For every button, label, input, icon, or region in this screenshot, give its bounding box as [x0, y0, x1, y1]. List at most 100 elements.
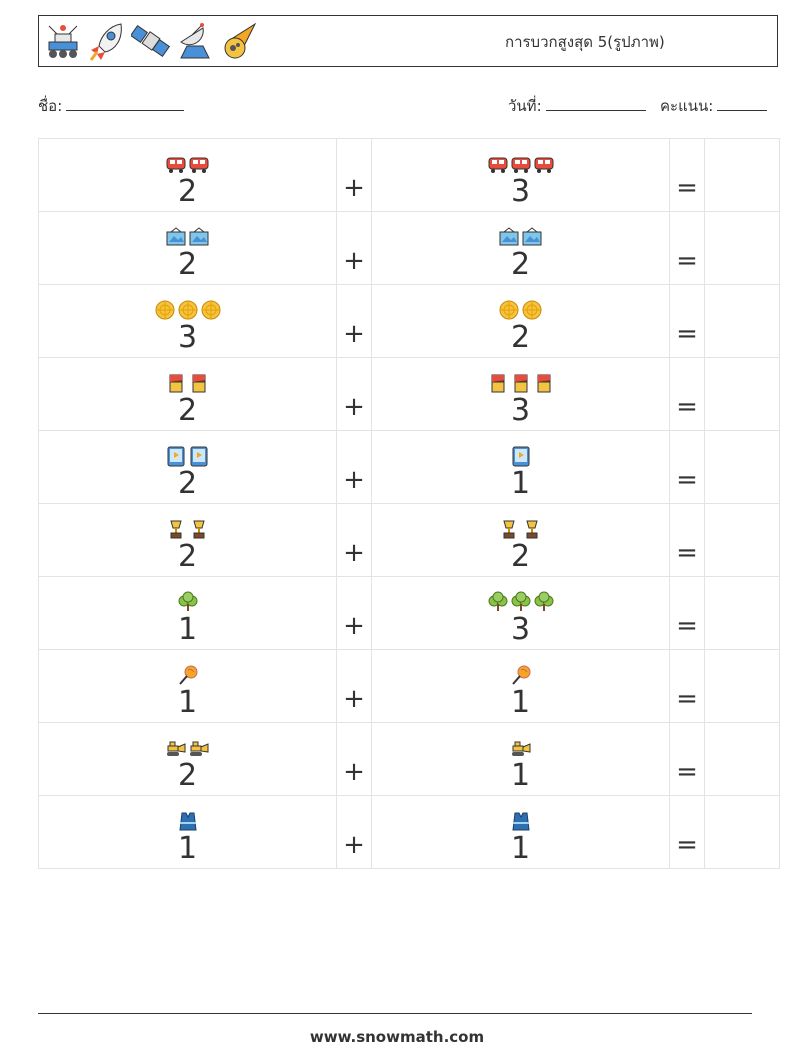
satellite-dish-icon [180, 23, 210, 59]
first-addend: 2 [177, 466, 198, 501]
first-addend-cell: 2 [38, 722, 337, 796]
second-addend-cell: 2 [371, 211, 670, 285]
name-label: ชื่อ: [38, 97, 63, 115]
first-addend: 2 [177, 758, 198, 793]
second-addend-pictures [372, 299, 669, 321]
robot-rover-icon [48, 25, 78, 58]
second-addend: 3 [510, 612, 531, 647]
tablet-icon [190, 446, 208, 467]
tree-icon [178, 591, 197, 611]
first-addend: 3 [177, 320, 198, 355]
answer-cell[interactable] [704, 211, 780, 285]
score-blank[interactable] [717, 96, 768, 111]
chocolate-icon [192, 374, 206, 393]
first-addend: 1 [177, 831, 198, 866]
equals-sign: = [669, 430, 705, 504]
plus-sign: + [336, 284, 372, 358]
first-addend: 1 [177, 685, 198, 720]
trophy-icon [193, 520, 205, 539]
painting-icon [499, 227, 519, 246]
answer-cell[interactable] [704, 722, 780, 796]
tablet-icon [167, 446, 185, 467]
second-addend: 1 [510, 685, 531, 720]
first-addend: 2 [177, 174, 198, 209]
answer-cell[interactable] [704, 649, 780, 723]
tree-icon [511, 591, 530, 611]
worksheet-title: การบวกสูงสุด 5(รูปภาพ) [505, 33, 665, 51]
date-label: วันที่: [508, 97, 542, 115]
plus-sign: + [336, 722, 372, 796]
answer-cell[interactable] [704, 284, 780, 358]
tree-icon [488, 591, 507, 611]
second-addend: 1 [510, 831, 531, 866]
answer-cell[interactable] [704, 138, 780, 212]
equals-sign: = [669, 284, 705, 358]
plus-sign: + [336, 649, 372, 723]
plus-sign: + [336, 357, 372, 431]
second-addend-cell: 2 [371, 503, 670, 577]
second-addend: 2 [510, 539, 531, 574]
first-addend-cell: 3 [38, 284, 337, 358]
tram-icon [511, 157, 530, 173]
orange-icon [522, 300, 542, 320]
answer-cell[interactable] [704, 795, 780, 869]
first-addend-cell: 2 [38, 357, 337, 431]
second-addend-pictures [372, 153, 669, 175]
first-addend-pictures [39, 664, 336, 686]
tram-icon [534, 157, 553, 173]
problem-row: 2 +3 = [38, 138, 780, 212]
score-label: คะแนน: [660, 97, 714, 115]
first-addend: 2 [177, 247, 198, 282]
second-addend-cell: 1 [371, 795, 670, 869]
painting-icon [522, 227, 542, 246]
trophy-icon [526, 520, 538, 539]
vest-icon [178, 812, 197, 831]
equals-sign: = [669, 722, 705, 796]
second-addend: 2 [510, 320, 531, 355]
second-addend-pictures [372, 737, 669, 759]
first-addend: 2 [177, 539, 198, 574]
equals-sign: = [669, 211, 705, 285]
tree-icon [534, 591, 553, 611]
first-addend-cell: 1 [38, 576, 337, 650]
footer-divider [38, 1013, 752, 1014]
problem-row: 1 +1 = [38, 649, 780, 723]
second-addend-cell: 3 [371, 138, 670, 212]
answer-cell[interactable] [704, 357, 780, 431]
answer-cell[interactable] [704, 576, 780, 650]
first-addend-pictures [39, 518, 336, 540]
first-addend: 1 [177, 612, 198, 647]
second-addend: 3 [510, 393, 531, 428]
painting-icon [189, 227, 209, 246]
plus-sign: + [336, 211, 372, 285]
problem-row: 2 +2 = [38, 503, 780, 577]
second-addend-cell: 3 [371, 357, 670, 431]
answer-cell[interactable] [704, 430, 780, 504]
second-addend-pictures [372, 226, 669, 248]
plus-sign: + [336, 138, 372, 212]
score-field: คะแนน: [660, 94, 768, 118]
date-blank[interactable] [545, 96, 646, 111]
chocolate-icon [514, 374, 527, 393]
chocolate-icon [537, 374, 550, 393]
first-addend: 2 [177, 393, 198, 428]
comet-icon [224, 22, 257, 59]
footer-url: www.snowmath.com [309, 1028, 485, 1046]
plus-sign: + [336, 576, 372, 650]
second-addend: 3 [510, 174, 531, 209]
tablet-icon [512, 446, 529, 467]
equals-sign: = [669, 138, 705, 212]
first-addend-pictures [39, 226, 336, 248]
first-addend-cell: 2 [38, 138, 337, 212]
second-addend-cell: 3 [371, 576, 670, 650]
tram-icon [166, 157, 186, 173]
chocolate-icon [169, 374, 183, 393]
answer-cell[interactable] [704, 503, 780, 577]
name-blank[interactable] [66, 96, 185, 111]
first-addend-cell: 2 [38, 503, 337, 577]
orange-icon [155, 300, 174, 320]
problem-row: 3 +2 = [38, 284, 780, 358]
plus-sign: + [336, 795, 372, 869]
problem-grid: 2 +3 = 2 +2 = 3 +2 = 2 +3 = 2 +1 = 2 +2 = 1 +3 = 1 +1 = 2 +1 = 1 +1 = [38, 138, 780, 869]
problem-row: 2 +1 = [38, 430, 780, 504]
